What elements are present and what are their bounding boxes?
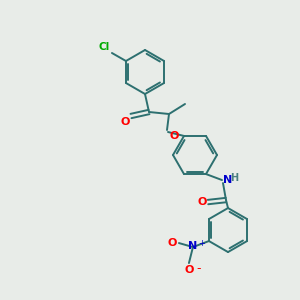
Text: O: O (169, 131, 178, 141)
Text: +: + (198, 238, 205, 247)
Text: O: O (168, 238, 177, 248)
Text: -: - (196, 262, 200, 275)
Text: O: O (198, 197, 207, 207)
Text: Cl: Cl (99, 42, 110, 52)
Text: N: N (223, 175, 232, 185)
Text: O: O (121, 117, 130, 127)
Text: O: O (184, 265, 194, 275)
Text: N: N (188, 241, 198, 251)
Text: H: H (230, 173, 238, 183)
